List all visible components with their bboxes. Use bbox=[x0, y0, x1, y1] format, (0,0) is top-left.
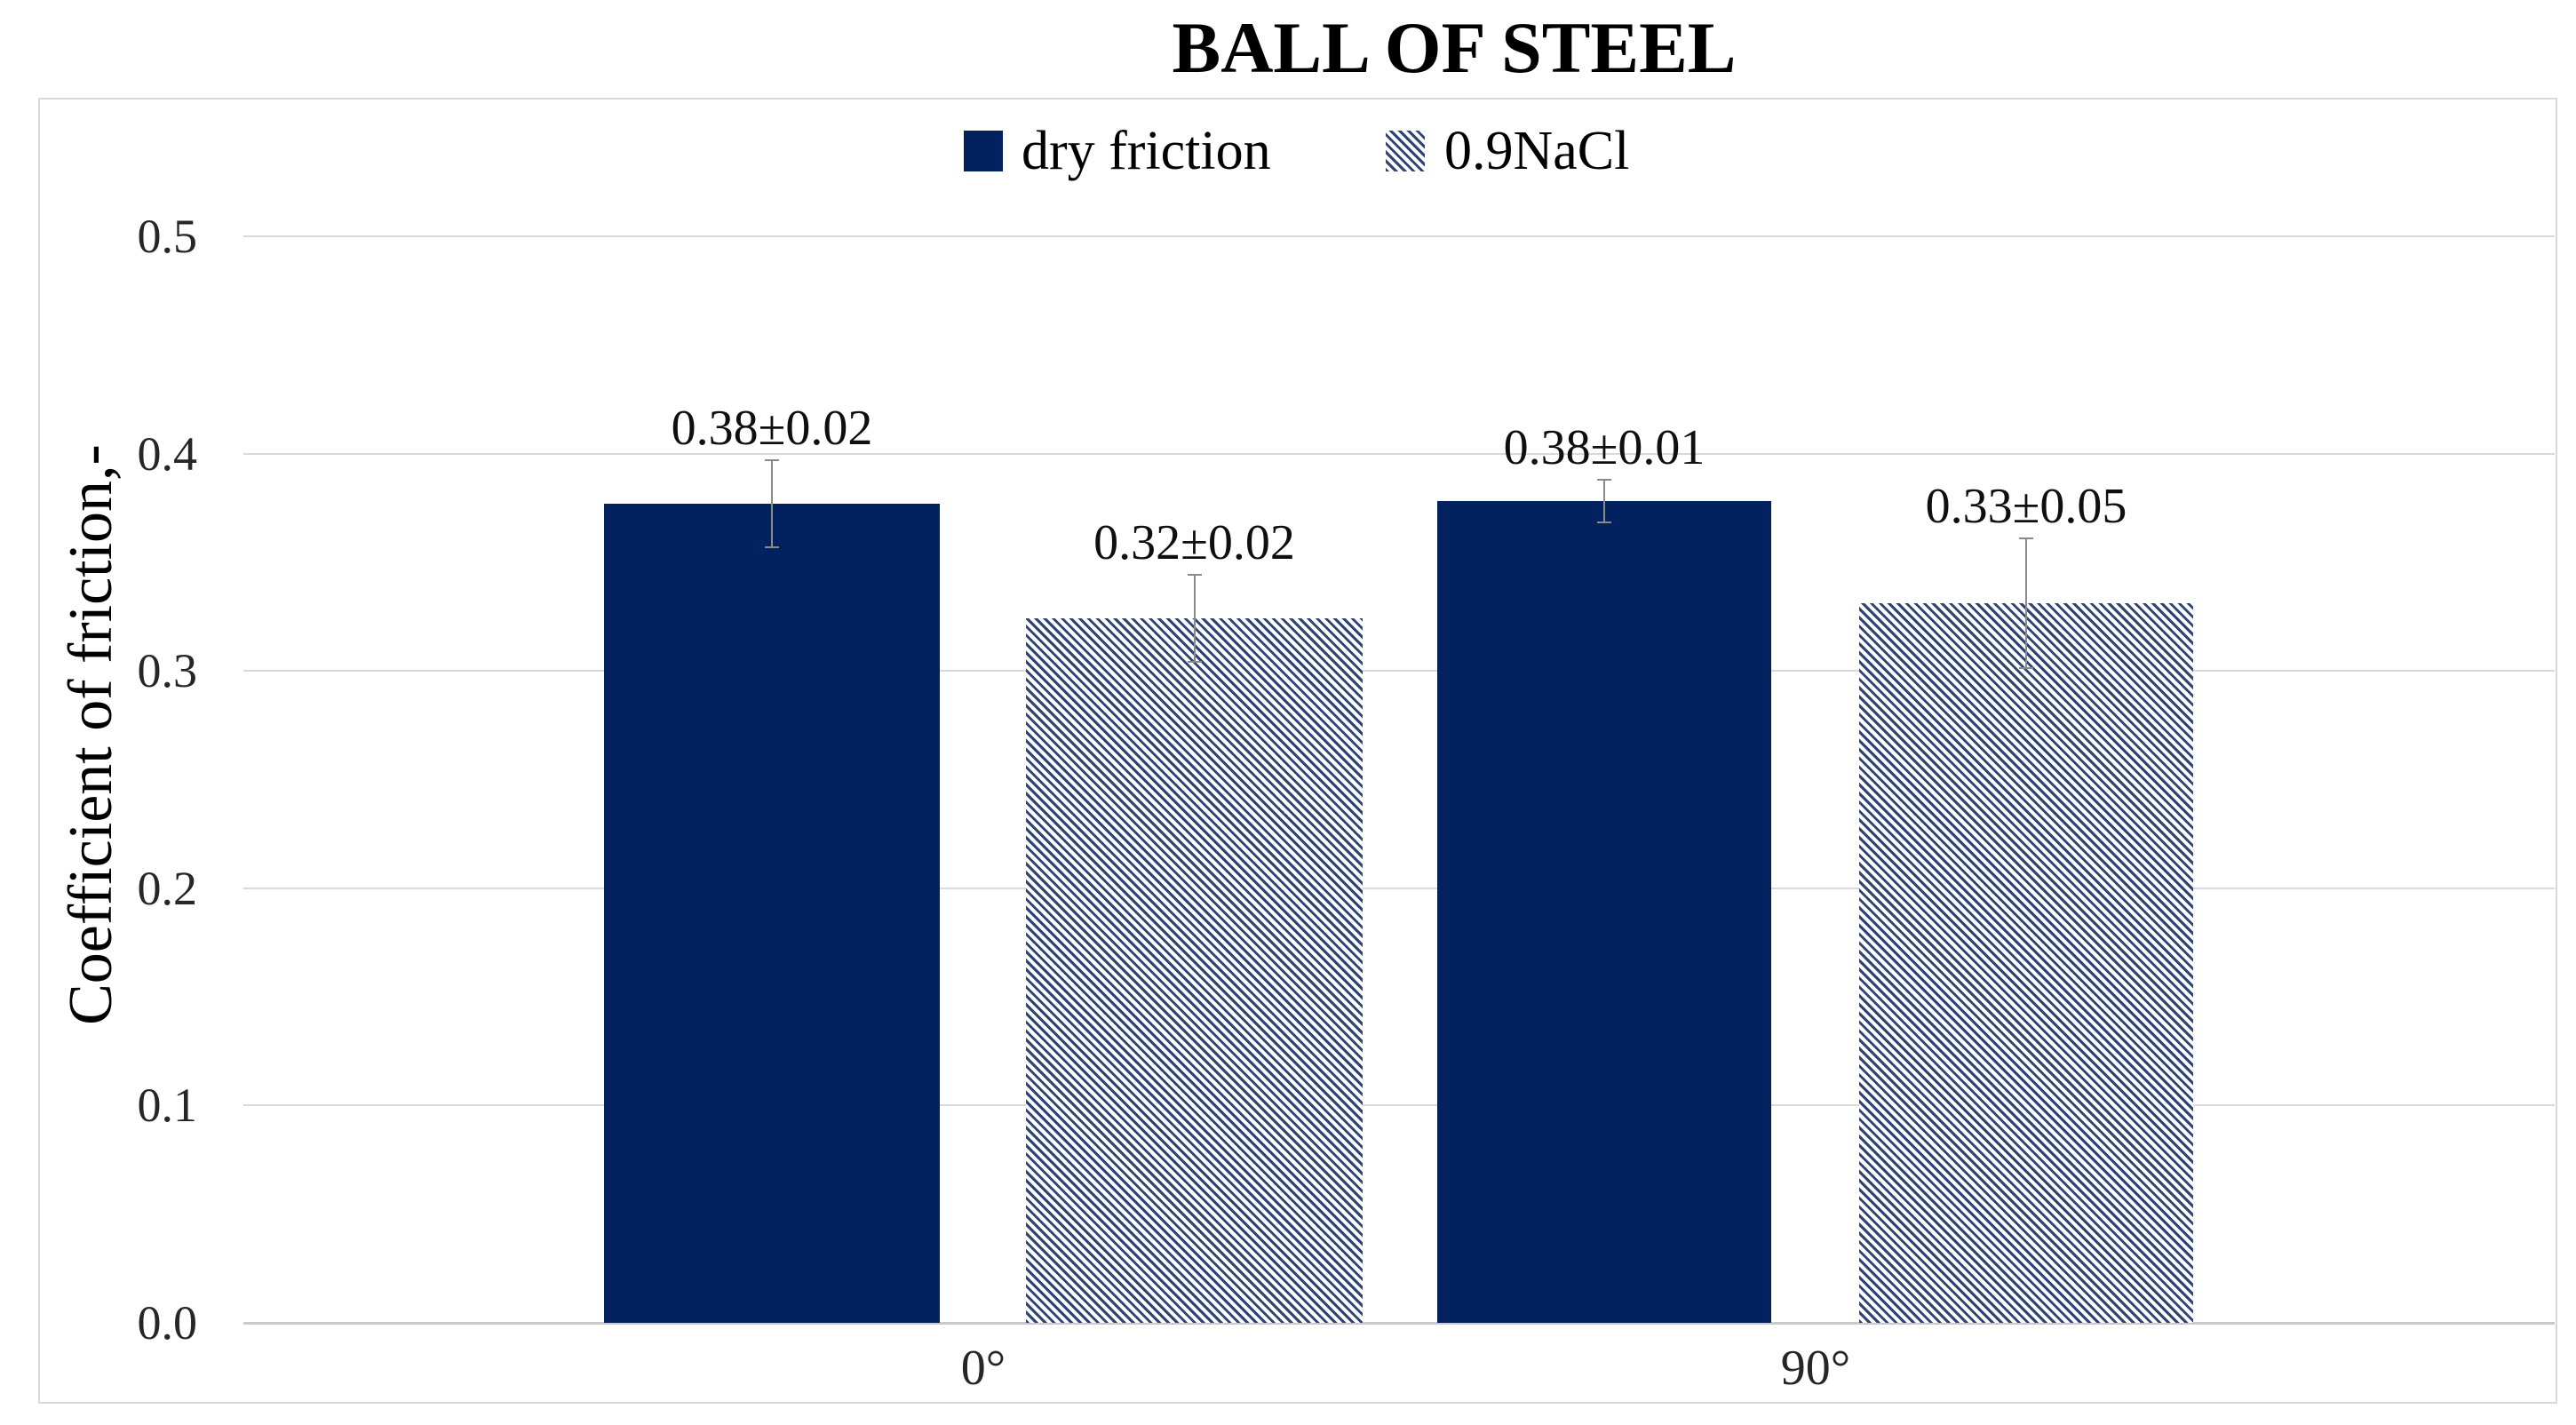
error-bar-top-cap bbox=[765, 459, 779, 461]
bar-dry-friction-90° bbox=[1437, 501, 1771, 1323]
error-bar-bottom-cap bbox=[1597, 521, 1611, 523]
bar-value-label: 0.38±0.01 bbox=[1503, 420, 1705, 475]
x-tick-label: 0° bbox=[960, 1341, 1006, 1396]
gridline bbox=[243, 888, 2555, 889]
error-bar bbox=[771, 460, 773, 547]
error-bar bbox=[1193, 575, 1196, 662]
y-tick-label: 0.4 bbox=[137, 427, 198, 481]
chart-title: BALL OF STEEL bbox=[1172, 7, 1737, 88]
error-bar-bottom-cap bbox=[1187, 661, 1202, 663]
error-bar-bottom-cap bbox=[765, 546, 779, 548]
legend-label-dry-friction: dry friction bbox=[1022, 121, 1271, 181]
x-axis-line bbox=[243, 1322, 2555, 1325]
bar-nacl-0° bbox=[1026, 618, 1363, 1323]
legend-swatch-nacl-icon bbox=[1386, 131, 1425, 171]
error-bar-top-cap bbox=[1187, 574, 1202, 576]
plot-frame-border bbox=[38, 98, 2557, 1404]
bar-nacl-90° bbox=[1859, 603, 2193, 1323]
error-bar bbox=[1603, 480, 1605, 522]
gridline bbox=[243, 670, 2555, 672]
x-tick-label: 90° bbox=[1780, 1341, 1851, 1396]
gridline bbox=[243, 235, 2555, 237]
bar-dry-friction-0° bbox=[604, 504, 940, 1323]
error-bar-top-cap bbox=[1597, 479, 1611, 481]
y-tick-label: 0.1 bbox=[137, 1079, 198, 1132]
error-bar bbox=[2025, 538, 2027, 668]
error-bar-top-cap bbox=[2019, 537, 2033, 539]
bar-value-label: 0.32±0.02 bbox=[1093, 515, 1295, 570]
y-tick-label: 0.5 bbox=[137, 210, 198, 263]
error-bar-bottom-cap bbox=[2019, 667, 2033, 669]
legend-swatch-dry-friction-icon bbox=[964, 131, 1003, 171]
gridline bbox=[243, 1104, 2555, 1106]
y-tick-label: 0.2 bbox=[137, 862, 198, 915]
y-tick-label: 0.0 bbox=[137, 1296, 198, 1349]
gridline bbox=[243, 453, 2555, 455]
bar-value-label: 0.38±0.02 bbox=[671, 401, 873, 456]
y-axis-title: Coefficient of friction,- bbox=[57, 444, 125, 1025]
legend-label-nacl: 0.9NaCl bbox=[1444, 121, 1630, 181]
bar-value-label: 0.33±0.05 bbox=[1925, 479, 2127, 534]
y-tick-label: 0.3 bbox=[137, 644, 198, 697]
